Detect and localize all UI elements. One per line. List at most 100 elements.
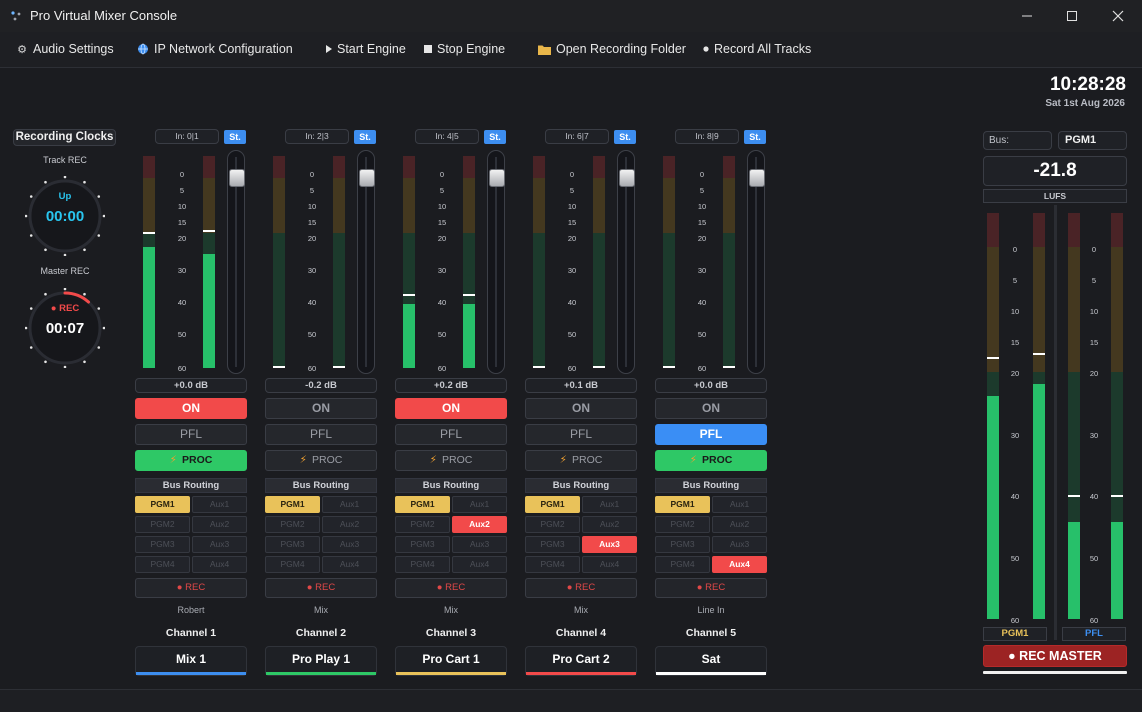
bus-button-pgm2[interactable]: PGM2 — [525, 516, 580, 533]
stereo-toggle[interactable]: St. — [354, 130, 376, 144]
bus-button-aux3[interactable]: Aux3 — [712, 536, 767, 553]
bus-button-aux3[interactable]: Aux3 — [452, 536, 507, 553]
menu-record-all-tracks[interactable]: Record All Tracks — [703, 42, 811, 56]
bus-button-pgm2[interactable]: PGM2 — [135, 516, 190, 533]
rec-master-button[interactable]: ● REC MASTER — [983, 645, 1127, 667]
fader-knob[interactable] — [229, 169, 245, 187]
channel-rec-button[interactable]: ● REC — [395, 578, 507, 598]
bus-button-pgm1[interactable]: PGM1 — [135, 496, 190, 513]
bus-button-pgm2[interactable]: PGM2 — [395, 516, 450, 533]
proc-button[interactable]: ⚡ PROC — [135, 450, 247, 471]
stereo-toggle[interactable]: St. — [744, 130, 766, 144]
scale-tick-label: 5 — [1091, 276, 1097, 285]
channel-rec-button[interactable]: ● REC — [265, 578, 377, 598]
channel-name[interactable]: Pro Cart 2 — [525, 646, 637, 676]
minimize-button[interactable] — [1004, 0, 1050, 32]
bus-button-pgm3[interactable]: PGM3 — [135, 536, 190, 553]
scale-tick-label: 40 — [1089, 492, 1099, 501]
bus-button-aux1[interactable]: Aux1 — [452, 496, 507, 513]
bus-button-aux2[interactable]: Aux2 — [582, 516, 637, 533]
fader-track[interactable] — [357, 150, 375, 374]
bus-button-aux4[interactable]: Aux4 — [322, 556, 377, 573]
master-bus-select[interactable]: PGM1 — [1058, 131, 1127, 150]
meter-zone-green — [273, 233, 285, 368]
fader-track[interactable] — [227, 150, 245, 374]
pfl-button[interactable]: PFL — [395, 424, 507, 445]
proc-button[interactable]: ⚡ PROC — [265, 450, 377, 471]
bus-button-pgm2[interactable]: PGM2 — [655, 516, 710, 533]
bus-button-pgm4[interactable]: PGM4 — [135, 556, 190, 573]
bus-button-aux4[interactable]: Aux4 — [712, 556, 767, 573]
menu-ip-network-configuration[interactable]: IP Network Configuration — [137, 42, 293, 56]
fader-track[interactable] — [487, 150, 505, 374]
stereo-toggle[interactable]: St. — [614, 130, 636, 144]
bus-button-aux4[interactable]: Aux4 — [582, 556, 637, 573]
stereo-toggle[interactable]: St. — [484, 130, 506, 144]
bus-button-aux4[interactable]: Aux4 — [452, 556, 507, 573]
bus-button-pgm2[interactable]: PGM2 — [265, 516, 320, 533]
channel-rec-button[interactable]: ● REC — [655, 578, 767, 598]
menu-stop-engine[interactable]: Stop Engine — [424, 42, 505, 56]
bus-button-aux2[interactable]: Aux2 — [452, 516, 507, 533]
on-button[interactable]: ON — [135, 398, 247, 419]
channel-name[interactable]: Mix 1 — [135, 646, 247, 676]
bus-button-aux3[interactable]: Aux3 — [322, 536, 377, 553]
bus-button-aux4[interactable]: Aux4 — [192, 556, 247, 573]
bus-button-pgm4[interactable]: PGM4 — [265, 556, 320, 573]
fader-track[interactable] — [617, 150, 635, 374]
bus-button-aux3[interactable]: Aux3 — [582, 536, 637, 553]
pfl-button[interactable]: PFL — [525, 424, 637, 445]
fader-knob[interactable] — [489, 169, 505, 187]
bus-button-aux1[interactable]: Aux1 — [582, 496, 637, 513]
fader-knob[interactable] — [749, 169, 765, 187]
track-rec-dial: Up 00:00 — [24, 175, 106, 257]
bus-button-pgm1[interactable]: PGM1 — [525, 496, 580, 513]
bus-button-pgm1[interactable]: PGM1 — [395, 496, 450, 513]
channel-color-bar — [656, 672, 766, 675]
bus-button-aux2[interactable]: Aux2 — [192, 516, 247, 533]
bus-button-aux1[interactable]: Aux1 — [322, 496, 377, 513]
bus-button-pgm3[interactable]: PGM3 — [655, 536, 710, 553]
channel-strip: In: 8|9 St. 0 5 10 15 20 30 40 50 60 +0.0 dB ON PFL ⚡ P… — [655, 128, 767, 678]
fader-knob[interactable] — [359, 169, 375, 187]
on-button[interactable]: ON — [395, 398, 507, 419]
channel-rec-button[interactable]: ● REC — [525, 578, 637, 598]
channel-color-bar — [266, 672, 376, 675]
close-button[interactable] — [1095, 0, 1141, 32]
on-button[interactable]: ON — [655, 398, 767, 419]
maximize-button[interactable] — [1049, 0, 1095, 32]
menu-open-recording-folder[interactable]: Open Recording Folder — [538, 42, 686, 56]
on-button[interactable]: ON — [265, 398, 377, 419]
bus-button-pgm1[interactable]: PGM1 — [265, 496, 320, 513]
proc-button[interactable]: ⚡ PROC — [525, 450, 637, 471]
channel-name[interactable]: Sat — [655, 646, 767, 676]
bus-button-aux1[interactable]: Aux1 — [712, 496, 767, 513]
pfl-button[interactable]: PFL — [265, 424, 377, 445]
pfl-button[interactable]: PFL — [135, 424, 247, 445]
pfl-button[interactable]: PFL — [655, 424, 767, 445]
bus-button-pgm3[interactable]: PGM3 — [265, 536, 320, 553]
channel-name[interactable]: Pro Cart 1 — [395, 646, 507, 676]
bus-button-pgm3[interactable]: PGM3 — [525, 536, 580, 553]
fader-track[interactable] — [747, 150, 765, 374]
menu-start-engine[interactable]: Start Engine — [326, 42, 406, 56]
bus-button-aux1[interactable]: Aux1 — [192, 496, 247, 513]
proc-button[interactable]: ⚡ PROC — [655, 450, 767, 471]
bus-button-pgm4[interactable]: PGM4 — [655, 556, 710, 573]
stereo-toggle[interactable]: St. — [224, 130, 246, 144]
menu-label: Open Recording Folder — [556, 42, 686, 56]
on-button[interactable]: ON — [525, 398, 637, 419]
channel-name[interactable]: Pro Play 1 — [265, 646, 377, 676]
bus-button-aux2[interactable]: Aux2 — [322, 516, 377, 533]
meter-zone-yellow — [533, 178, 545, 233]
bus-button-aux3[interactable]: Aux3 — [192, 536, 247, 553]
bus-button-pgm4[interactable]: PGM4 — [525, 556, 580, 573]
fader-knob[interactable] — [619, 169, 635, 187]
channel-rec-button[interactable]: ● REC — [135, 578, 247, 598]
bus-button-pgm1[interactable]: PGM1 — [655, 496, 710, 513]
bus-button-pgm4[interactable]: PGM4 — [395, 556, 450, 573]
menu-audio-settings[interactable]: ⚙ Audio Settings — [16, 42, 114, 56]
bus-button-aux2[interactable]: Aux2 — [712, 516, 767, 533]
bus-button-pgm3[interactable]: PGM3 — [395, 536, 450, 553]
proc-button[interactable]: ⚡ PROC — [395, 450, 507, 471]
